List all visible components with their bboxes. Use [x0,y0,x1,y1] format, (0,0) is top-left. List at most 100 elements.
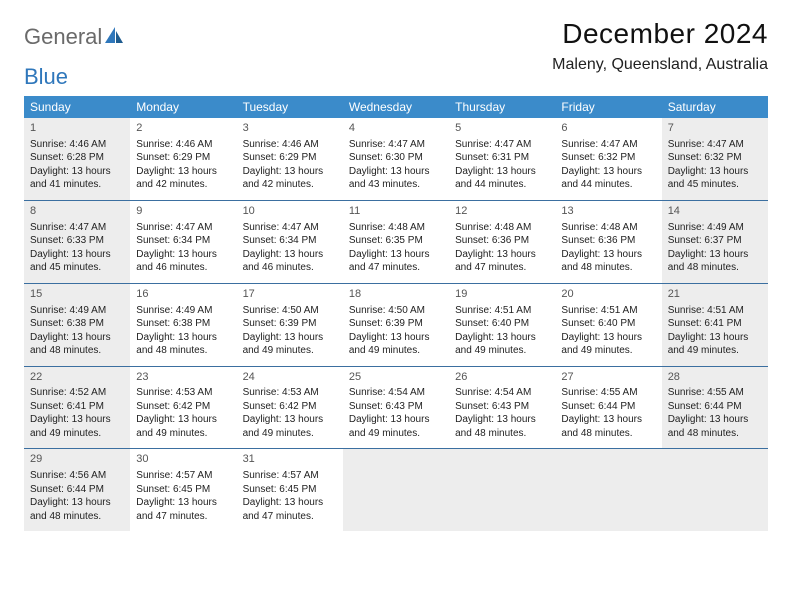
day-header: Tuesday [237,96,343,118]
calendar-day-cell: 16 Sunrise: 4:49 AMSunset: 6:38 PMDayligh… [130,283,236,366]
calendar-day-cell: 4Sunrise: 4:47 AMSunset: 6:30 PMDaylight… [343,118,449,200]
calendar-day-cell: 29 Sunrise: 4:56 AMSunset: 6:44 PMDayligh… [24,449,130,531]
calendar-day-cell: 30 Sunrise: 4:57 AMSunset: 6:45 PMDayligh… [130,449,236,531]
day-info: Sunrise: 4:48 AMSunset: 6:35 PMDaylight:… [349,221,443,275]
day-number: 16 [136,287,230,302]
day-info: Sunrise: 4:54 AMSunset: 6:43 PMDaylight:… [349,386,443,440]
day-number: 24 [243,370,337,385]
calendar-day-cell: 20 Sunrise: 4:51 AMSunset: 6:40 PMDayligh… [555,283,661,366]
calendar-day-cell: 27Sunrise: 4:55 AMSunset: 6:44 PMDayligh… [555,366,661,449]
calendar-day-cell: 25Sunrise: 4:54 AMSunset: 6:43 PMDayligh… [343,366,449,449]
calendar-day-cell: 22Sunrise: 4:52 AMSunset: 6:41 PMDayligh… [24,366,130,449]
calendar-day-cell: 21 Sunrise: 4:51 AMSunset: 6:41 PMDayligh… [662,283,768,366]
day-info: Sunrise: 4:49 AMSunset: 6:37 PMDaylight:… [668,221,762,275]
day-number: 27 [561,370,655,385]
calendar-day-cell [449,449,555,531]
logo-sail-icon [104,24,124,50]
day-info: Sunrise: 4:50 AMSunset: 6:39 PMDaylight:… [349,304,443,358]
calendar-header-row: SundayMondayTuesdayWednesdayThursdayFrid… [24,96,768,118]
day-header: Thursday [449,96,555,118]
day-info: Sunrise: 4:54 AMSunset: 6:43 PMDaylight:… [455,386,549,440]
day-info: Sunrise: 4:47 AMSunset: 6:34 PMDaylight:… [243,221,337,275]
day-header: Friday [555,96,661,118]
month-title: December 2024 [552,18,768,50]
day-number: 20 [561,287,655,302]
day-number: 8 [30,204,124,219]
calendar-day-cell: 17Sunrise: 4:50 AMSunset: 6:39 PMDayligh… [237,283,343,366]
calendar-day-cell: 18 Sunrise: 4:50 AMSunset: 6:39 PMDayligh… [343,283,449,366]
day-number: 17 [243,287,337,302]
day-info: Sunrise: 4:47 AMSunset: 6:31 PMDaylight:… [455,138,549,192]
calendar-day-cell: 19 Sunrise: 4:51 AMSunset: 6:40 PMDayligh… [449,283,555,366]
day-number: 13 [561,204,655,219]
calendar-week-row: 1 Sunrise: 4:46 AMSunset: 6:28 PMDaylight… [24,118,768,200]
calendar-day-cell: 1 Sunrise: 4:46 AMSunset: 6:28 PMDaylight… [24,118,130,200]
day-number: 21 [668,287,762,302]
day-number: 19 [455,287,549,302]
day-info: Sunrise: 4:56 AMSunset: 6:44 PMDaylight:… [30,469,124,523]
calendar-day-cell: 3 Sunrise: 4:46 AMSunset: 6:29 PMDaylight… [237,118,343,200]
day-info: Sunrise: 4:55 AMSunset: 6:44 PMDaylight:… [668,386,762,440]
day-number: 25 [349,370,443,385]
day-header: Wednesday [343,96,449,118]
day-info: Sunrise: 4:49 AMSunset: 6:38 PMDaylight:… [30,304,124,358]
calendar-day-cell [555,449,661,531]
day-info: Sunrise: 4:48 AMSunset: 6:36 PMDaylight:… [455,221,549,275]
calendar-day-cell: 14Sunrise: 4:49 AMSunset: 6:37 PMDayligh… [662,200,768,283]
calendar-table: SundayMondayTuesdayWednesdayThursdayFrid… [24,96,768,531]
day-number: 18 [349,287,443,302]
day-info: Sunrise: 4:51 AMSunset: 6:41 PMDaylight:… [668,304,762,358]
calendar-day-cell: 7 Sunrise: 4:47 AMSunset: 6:32 PMDaylight… [662,118,768,200]
day-number: 3 [243,121,337,136]
calendar-week-row: 8 Sunrise: 4:47 AMSunset: 6:33 PMDaylight… [24,200,768,283]
calendar-day-cell: 10Sunrise: 4:47 AMSunset: 6:34 PMDayligh… [237,200,343,283]
calendar-day-cell: 12 Sunrise: 4:48 AMSunset: 6:36 PMDayligh… [449,200,555,283]
day-number: 12 [455,204,549,219]
calendar-day-cell: 8 Sunrise: 4:47 AMSunset: 6:33 PMDaylight… [24,200,130,283]
day-info: Sunrise: 4:47 AMSunset: 6:32 PMDaylight:… [668,138,762,192]
calendar-week-row: 29 Sunrise: 4:56 AMSunset: 6:44 PMDayligh… [24,449,768,531]
day-info: Sunrise: 4:47 AMSunset: 6:33 PMDaylight:… [30,221,124,275]
calendar-week-row: 22Sunrise: 4:52 AMSunset: 6:41 PMDayligh… [24,366,768,449]
day-number: 11 [349,204,443,219]
day-info: Sunrise: 4:51 AMSunset: 6:40 PMDaylight:… [561,304,655,358]
day-info: Sunrise: 4:46 AMSunset: 6:29 PMDaylight:… [136,138,230,192]
calendar-day-cell: 9Sunrise: 4:47 AMSunset: 6:34 PMDaylight… [130,200,236,283]
day-number: 26 [455,370,549,385]
day-number: 29 [30,452,124,467]
calendar-day-cell: 24Sunrise: 4:53 AMSunset: 6:42 PMDayligh… [237,366,343,449]
calendar-week-row: 15Sunrise: 4:49 AMSunset: 6:38 PMDayligh… [24,283,768,366]
day-info: Sunrise: 4:47 AMSunset: 6:30 PMDaylight:… [349,138,443,192]
day-info: Sunrise: 4:49 AMSunset: 6:38 PMDaylight:… [136,304,230,358]
calendar-day-cell [343,449,449,531]
calendar-day-cell [662,449,768,531]
day-info: Sunrise: 4:52 AMSunset: 6:41 PMDaylight:… [30,386,124,440]
day-info: Sunrise: 4:51 AMSunset: 6:40 PMDaylight:… [455,304,549,358]
calendar-day-cell: 2Sunrise: 4:46 AMSunset: 6:29 PMDaylight… [130,118,236,200]
day-number: 30 [136,452,230,467]
calendar-body: 1 Sunrise: 4:46 AMSunset: 6:28 PMDaylight… [24,118,768,531]
day-number: 22 [30,370,124,385]
day-info: Sunrise: 4:55 AMSunset: 6:44 PMDaylight:… [561,386,655,440]
day-number: 1 [30,121,124,136]
calendar-day-cell: 5 Sunrise: 4:47 AMSunset: 6:31 PMDaylight… [449,118,555,200]
day-info: Sunrise: 4:53 AMSunset: 6:42 PMDaylight:… [136,386,230,440]
day-header: Saturday [662,96,768,118]
day-number: 31 [243,452,337,467]
calendar-day-cell: 31 Sunrise: 4:57 AMSunset: 6:45 PMDayligh… [237,449,343,531]
logo-text-blue: Blue [24,64,768,90]
day-info: Sunrise: 4:47 AMSunset: 6:34 PMDaylight:… [136,221,230,275]
day-number: 5 [455,121,549,136]
day-info: Sunrise: 4:46 AMSunset: 6:29 PMDaylight:… [243,138,337,192]
day-info: Sunrise: 4:57 AMSunset: 6:45 PMDaylight:… [243,469,337,523]
day-info: Sunrise: 4:46 AMSunset: 6:28 PMDaylight:… [30,138,124,192]
calendar-day-cell: 23Sunrise: 4:53 AMSunset: 6:42 PMDayligh… [130,366,236,449]
calendar-day-cell: 26Sunrise: 4:54 AMSunset: 6:43 PMDayligh… [449,366,555,449]
calendar-day-cell: 6Sunrise: 4:47 AMSunset: 6:32 PMDaylight… [555,118,661,200]
day-info: Sunrise: 4:57 AMSunset: 6:45 PMDaylight:… [136,469,230,523]
day-number: 6 [561,121,655,136]
logo: General [24,18,124,50]
day-number: 7 [668,121,762,136]
day-header: Sunday [24,96,130,118]
day-header: Monday [130,96,236,118]
